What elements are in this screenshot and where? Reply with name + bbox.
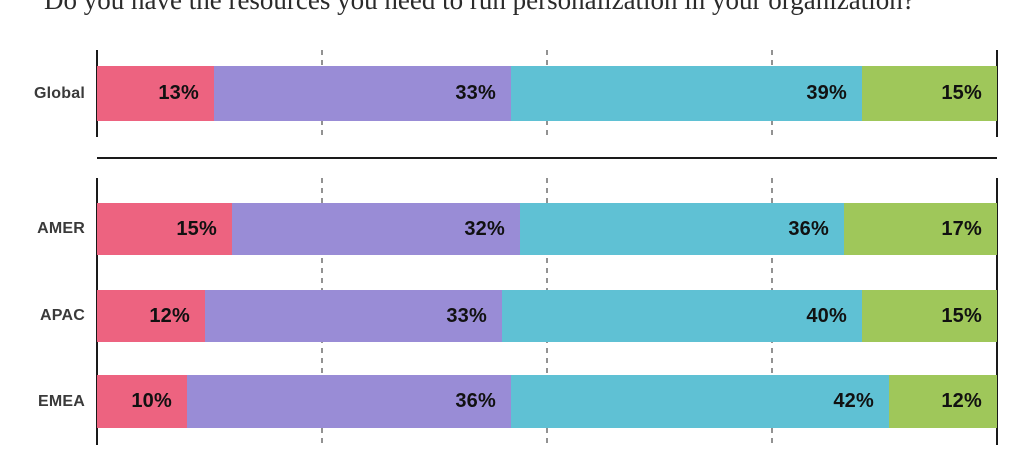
category-label-apac: APAC [40,307,85,324]
stacked-bar-amer: 15% 32% 36% 17% [97,203,997,255]
segment-value-label: 36% [788,217,829,240]
bar-segment-emea-0: 10% [97,375,187,428]
segment-value-label: 15% [176,217,217,240]
category-label-emea: EMEA [37,392,85,410]
bar-segment-apac-3: 15% [862,290,997,342]
bar-segment-global-2: 39% [511,66,862,121]
bar-segment-emea-1: 36% [187,375,511,428]
segment-value-label: 13% [158,82,199,104]
segment-value-label: 33% [446,304,487,327]
segment-value-label: 12% [149,304,190,327]
segment-value-label: 10% [131,390,172,412]
bar-segment-amer-0: 15% [97,203,232,255]
bar-segment-global-1: 33% [214,66,511,121]
bar-segment-emea-3: 12% [889,375,997,428]
stacked-bar-global: 13% 33% 39% 15% [97,66,997,121]
bar-segment-amer-1: 32% [232,203,520,255]
stacked-bar-apac: 12% 33% 40% 15% [97,290,997,342]
bar-segment-amer-2: 36% [520,203,844,255]
segment-value-label: 15% [941,82,982,104]
category-label-global: Global [34,84,85,102]
bar-segment-apac-0: 12% [97,290,205,342]
segment-value-label: 33% [455,82,496,104]
segment-value-label: 17% [941,217,982,240]
bar-segment-amer-3: 17% [844,203,997,255]
category-label-amer: AMER [37,220,85,237]
chart-separator-line [97,157,997,159]
bar-segment-global-0: 13% [97,66,214,121]
bar-segment-emea-2: 42% [511,375,889,428]
axis-line-100 [996,178,998,445]
bar-segment-global-3: 15% [862,66,997,121]
segment-value-label: 12% [941,390,982,412]
segment-value-label: 32% [464,217,505,240]
stacked-bar-emea: 10% 36% 42% 12% [97,375,997,428]
segment-value-label: 39% [806,82,847,104]
axis-line-100 [996,50,998,137]
segment-value-label: 42% [833,390,874,412]
chart-group-global: Global 13% 33% 39% 15% [0,0,1024,160]
chart-title: Do you have the resources you need to ru… [44,0,915,15]
segment-value-label: 40% [806,304,847,327]
bar-segment-apac-1: 33% [205,290,502,342]
segment-value-label: 15% [941,304,982,327]
bar-segment-apac-2: 40% [502,290,862,342]
chart-title-container: Do you have the resources you need to ru… [0,0,1024,16]
segment-value-label: 36% [455,390,496,412]
